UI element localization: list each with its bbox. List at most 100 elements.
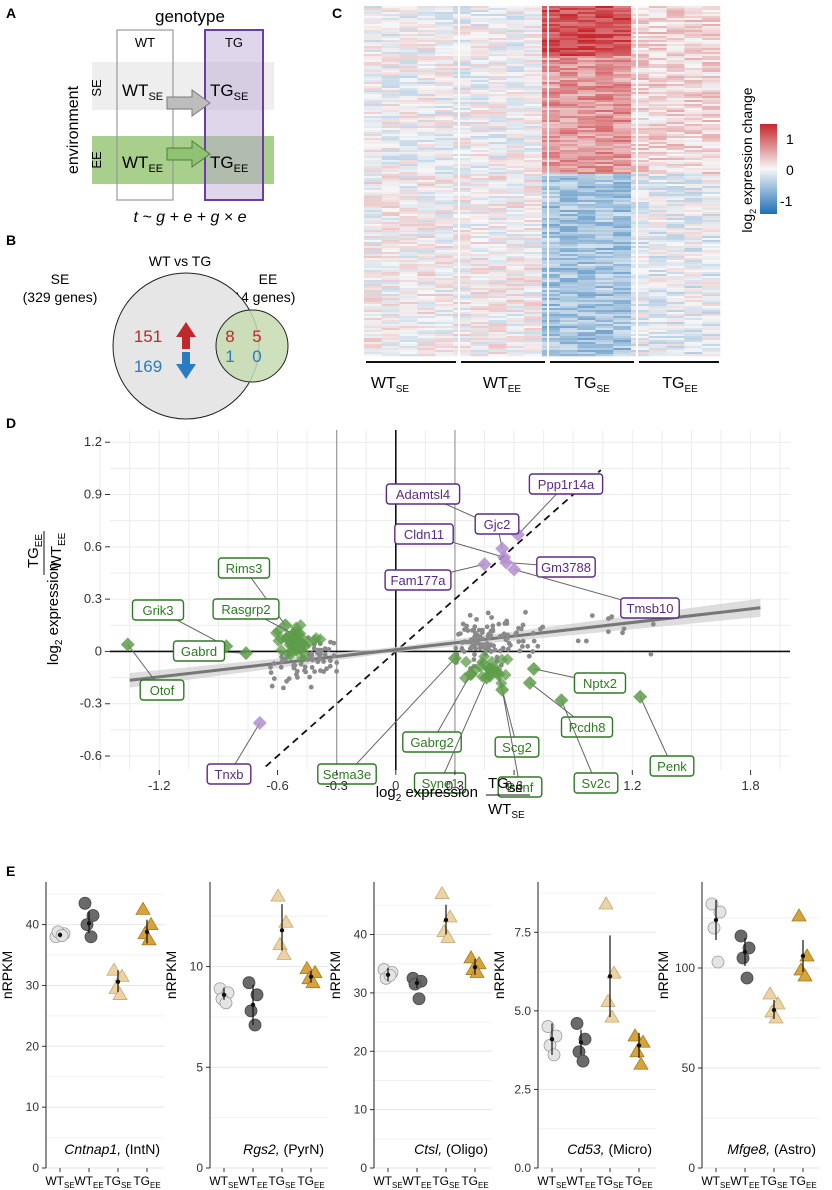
heatmap-cell bbox=[577, 234, 596, 237]
heatmap-cell bbox=[542, 312, 561, 315]
heatmap-cell bbox=[631, 80, 650, 83]
heatmap-cell bbox=[666, 166, 685, 169]
heatmap-cell bbox=[453, 320, 472, 323]
heatmap-cell bbox=[702, 56, 721, 59]
heatmap-cell bbox=[684, 288, 703, 291]
heatmap-cell bbox=[364, 112, 383, 115]
heatmap-cell bbox=[470, 76, 489, 79]
heatmap-cell bbox=[524, 108, 543, 111]
heatmap-cell bbox=[666, 10, 685, 13]
heatmap-cell bbox=[613, 66, 632, 69]
heatmap-cell bbox=[453, 204, 472, 207]
heatmap-cell bbox=[435, 38, 454, 41]
heatmap-cell bbox=[488, 252, 507, 255]
heatmap-cell bbox=[631, 236, 650, 239]
heatmap-cell bbox=[453, 88, 472, 91]
heatmap-cell bbox=[399, 100, 418, 103]
gene-label-text: Rims3 bbox=[226, 561, 263, 576]
heatmap-cell bbox=[399, 16, 418, 19]
heatmap-cell bbox=[559, 110, 578, 113]
heatmap-cell bbox=[524, 342, 543, 345]
heatmap-cell bbox=[488, 86, 507, 89]
heatmap-cell bbox=[381, 168, 400, 171]
heatmap-cell bbox=[364, 300, 383, 303]
heatmap-cell bbox=[666, 236, 685, 239]
heatmap-cell bbox=[524, 246, 543, 249]
heatmap-cell bbox=[559, 136, 578, 139]
heatmap-cell bbox=[524, 38, 543, 41]
heatmap-cell bbox=[381, 234, 400, 237]
x-tick-label: -0.6 bbox=[266, 778, 288, 793]
heatmap-cell bbox=[702, 60, 721, 63]
heatmap-cell bbox=[381, 268, 400, 271]
heatmap-cell bbox=[631, 38, 650, 41]
heatmap-cell bbox=[364, 130, 383, 133]
heatmap-cell bbox=[488, 202, 507, 205]
heatmap-cell bbox=[559, 22, 578, 25]
heatmap-cell bbox=[542, 98, 561, 101]
heatmap-cell bbox=[577, 158, 596, 161]
x-tick-main: TG bbox=[760, 1174, 777, 1188]
heatmap-cell bbox=[613, 160, 632, 163]
heatmap-cell bbox=[648, 220, 667, 223]
y-axis-numerator: TGEE bbox=[25, 534, 45, 569]
heatmap-cell bbox=[666, 108, 685, 111]
heatmap-cell bbox=[577, 252, 596, 255]
heatmap-cell bbox=[577, 118, 596, 121]
heatmap-cell bbox=[577, 166, 596, 169]
heatmap-cell bbox=[542, 166, 561, 169]
x-tick-label: TGSE bbox=[104, 1174, 131, 1190]
heatmap-cell bbox=[542, 144, 561, 147]
heatmap-cell bbox=[364, 270, 383, 273]
heatmap-cell bbox=[613, 198, 632, 201]
callout-line bbox=[639, 696, 673, 767]
heatmap-cell bbox=[559, 220, 578, 223]
heatmap-cell bbox=[364, 220, 383, 223]
heatmap-cell bbox=[453, 136, 472, 139]
gene-point bbox=[322, 652, 328, 658]
heatmap-cell bbox=[399, 104, 418, 107]
heatmap-cell bbox=[399, 52, 418, 55]
heatmap-cell bbox=[559, 150, 578, 153]
heatmap-cell bbox=[559, 326, 578, 329]
heatmap-cell bbox=[613, 18, 632, 21]
y-axis-label: nRPKM bbox=[491, 951, 507, 999]
heatmap-cell bbox=[613, 42, 632, 45]
heatmap-cell bbox=[577, 326, 596, 329]
gene-label-box bbox=[217, 557, 271, 579]
heatmap-cell bbox=[381, 46, 400, 49]
heatmap-cell bbox=[595, 232, 614, 235]
heatmap-cell bbox=[364, 334, 383, 337]
heatmap-cell bbox=[613, 58, 632, 61]
heatmap-cell bbox=[648, 24, 667, 27]
heatmap-cell bbox=[559, 216, 578, 219]
heatmap-cell bbox=[435, 330, 454, 333]
heatmap-cell bbox=[684, 160, 703, 163]
heatmap-cell bbox=[399, 158, 418, 161]
heatmap-cell bbox=[631, 8, 650, 11]
heatmap-cell bbox=[559, 236, 578, 239]
heatmap-cell bbox=[524, 294, 543, 297]
heatmap-cell bbox=[631, 198, 650, 201]
heatmap-cell bbox=[470, 154, 489, 157]
heatmap-cell bbox=[613, 6, 632, 9]
heatmap-cell bbox=[488, 138, 507, 141]
heatmap-cell bbox=[506, 342, 525, 345]
heatmap-cell bbox=[417, 52, 436, 55]
heatmap-cell bbox=[666, 106, 685, 109]
heatmap-cell bbox=[524, 96, 543, 99]
heatmap-cell bbox=[524, 316, 543, 319]
heatmap-cell bbox=[648, 172, 667, 175]
heatmap-cell bbox=[666, 330, 685, 333]
heatmap-cell bbox=[595, 264, 614, 267]
mean-point bbox=[636, 1043, 642, 1048]
heatmap-cell bbox=[453, 352, 472, 355]
heatmap-cell bbox=[453, 162, 472, 165]
heatmap-cell bbox=[506, 108, 525, 111]
heatmap-cell bbox=[648, 36, 667, 39]
heatmap-cell bbox=[381, 152, 400, 155]
heatmap-cell bbox=[666, 268, 685, 271]
heatmap-cell bbox=[364, 22, 383, 25]
heatmap-cell bbox=[559, 316, 578, 319]
